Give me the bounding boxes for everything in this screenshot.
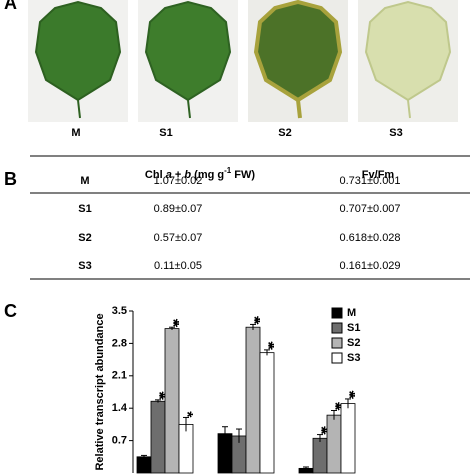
sample-label: S2 — [278, 127, 291, 139]
column-header: Fv/Fm — [362, 169, 395, 181]
row-label: S3 — [78, 260, 91, 272]
table-cell: 0.161±0.029 — [339, 260, 400, 272]
row-label: S2 — [78, 232, 91, 244]
legend-label: S3 — [347, 352, 360, 364]
legend-label: S2 — [347, 337, 360, 349]
table-cell: 0.57±0.07 — [154, 232, 203, 244]
y-tick-label: 3.5 — [112, 305, 127, 317]
y-axis-title: Relative transcript abundance — [94, 313, 106, 470]
bar — [312, 437, 328, 474]
significance: ** — [326, 402, 343, 411]
row-label: M — [80, 175, 89, 187]
significance: ** — [340, 390, 357, 399]
table-cell: 0.707±0.007 — [339, 203, 400, 215]
panel-label: C — [4, 301, 17, 321]
legend-label: M — [347, 307, 356, 319]
leaf — [364, 0, 452, 119]
table-cell: 0.11±0.05 — [154, 260, 202, 272]
bar — [178, 423, 194, 474]
table-body: M 1.07±0.02 0.731±0.001 S1 0.89±0.07 0.707±0.… — [78, 175, 400, 272]
significance: ** — [245, 316, 262, 325]
legend-swatch — [331, 307, 343, 319]
panel-label: A — [4, 0, 17, 13]
sample-label: S3 — [389, 127, 402, 139]
y-tick-label: 0.7 — [112, 435, 127, 447]
bar — [259, 352, 275, 474]
legend-swatch — [331, 322, 343, 334]
column-header: Chl a + b (mg g-1 FW) — [145, 166, 255, 181]
table-cell: 1.07±0.02 — [154, 175, 203, 187]
panel-label: B — [4, 169, 17, 189]
bar — [136, 456, 152, 474]
sample-label: S1 — [159, 127, 172, 139]
table-cell: 0.89±0.07 — [154, 203, 203, 215]
bar — [340, 403, 356, 474]
row-label: S1 — [78, 203, 91, 215]
sample-label: M — [71, 127, 80, 139]
table-cell: 0.618±0.028 — [339, 232, 400, 244]
bar — [150, 400, 166, 474]
legend-swatch — [331, 352, 343, 364]
significance: ** — [312, 426, 329, 435]
legend-label: S1 — [347, 322, 360, 334]
table-cell: 0.731±0.001 — [339, 175, 400, 187]
significance: ** — [259, 341, 276, 350]
significance: ** — [150, 391, 167, 400]
y-tick-label: 2.1 — [112, 370, 127, 382]
bar — [164, 328, 180, 474]
y-tick-label: 2.8 — [112, 337, 127, 349]
bar — [245, 326, 261, 474]
leaf — [253, 0, 343, 119]
leaf — [34, 0, 122, 119]
leaf — [144, 0, 232, 119]
bar — [326, 414, 342, 474]
y-tick-label: 1.4 — [112, 402, 128, 414]
legend-swatch — [331, 337, 343, 349]
significance: ** — [164, 319, 181, 328]
